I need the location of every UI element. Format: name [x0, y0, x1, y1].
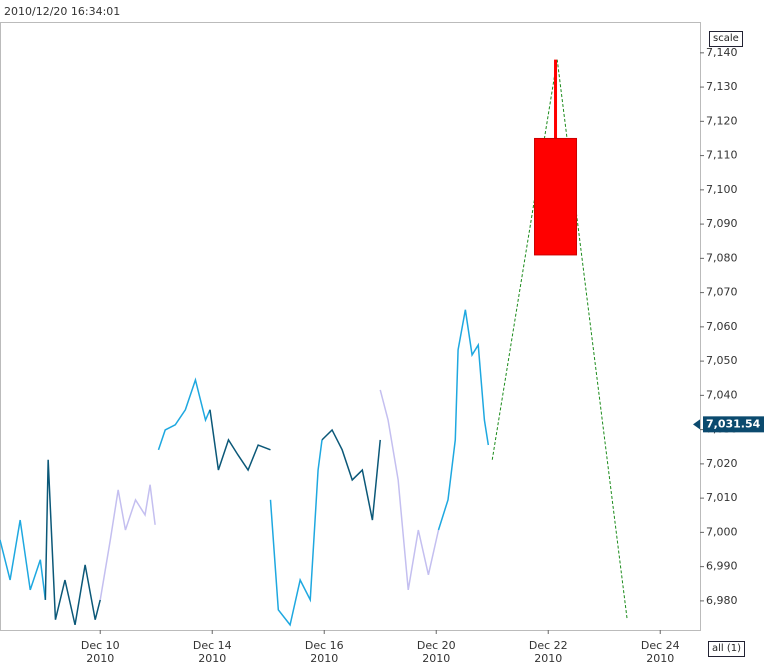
scale-button[interactable]: scale [709, 31, 743, 47]
last-price-label: 7,031.54 [706, 417, 761, 430]
y-tick-label: 7,110 [706, 149, 738, 162]
range-button[interactable]: all (1) [708, 641, 746, 657]
y-tick-label: 7,080 [706, 251, 738, 264]
timestamp: 2010/12/20 16:34:01 [4, 5, 120, 18]
price-line [269, 439, 323, 627]
y-tick-label: 7,140 [706, 46, 738, 59]
candle-body [534, 137, 578, 256]
price-line [209, 409, 271, 472]
y-tick-label: 7,060 [706, 320, 738, 333]
y-tick-label: 7,100 [706, 183, 738, 196]
price-line [157, 377, 211, 451]
price-line [321, 428, 381, 521]
last-price-box [703, 416, 764, 433]
plot-frame [0, 22, 701, 631]
price-line [0, 519, 47, 600]
x-tick-label: Dec 22 2010 [528, 639, 568, 665]
x-tick-label: Dec 24 2010 [640, 639, 680, 665]
y-tick-label: 7,000 [706, 525, 738, 538]
y-tick-label: 7,090 [706, 217, 738, 230]
y-tick-label: 7,040 [706, 388, 738, 401]
price-line [44, 459, 101, 626]
price-line [437, 309, 490, 531]
x-tick-label: Dec 20 2010 [416, 639, 456, 665]
y-tick-label: 7,070 [706, 286, 738, 299]
y-tick-label: 7,130 [706, 80, 738, 93]
price-line [379, 389, 440, 591]
forecast-line [491, 59, 628, 620]
x-tick-label: Dec 10 2010 [80, 639, 120, 665]
y-tick-label: 7,010 [706, 491, 738, 504]
last-price-arrow [693, 419, 700, 430]
y-tick-label: 6,990 [706, 560, 738, 573]
y-tick-label: 7,020 [706, 457, 738, 470]
y-tick-label: 6,980 [706, 594, 738, 607]
x-tick-label: Dec 14 2010 [192, 639, 232, 665]
x-tick-label: Dec 16 2010 [304, 639, 344, 665]
y-tick-label: 7,120 [706, 114, 738, 127]
y-tick-label: 7,050 [706, 354, 738, 367]
price-line [99, 484, 156, 600]
